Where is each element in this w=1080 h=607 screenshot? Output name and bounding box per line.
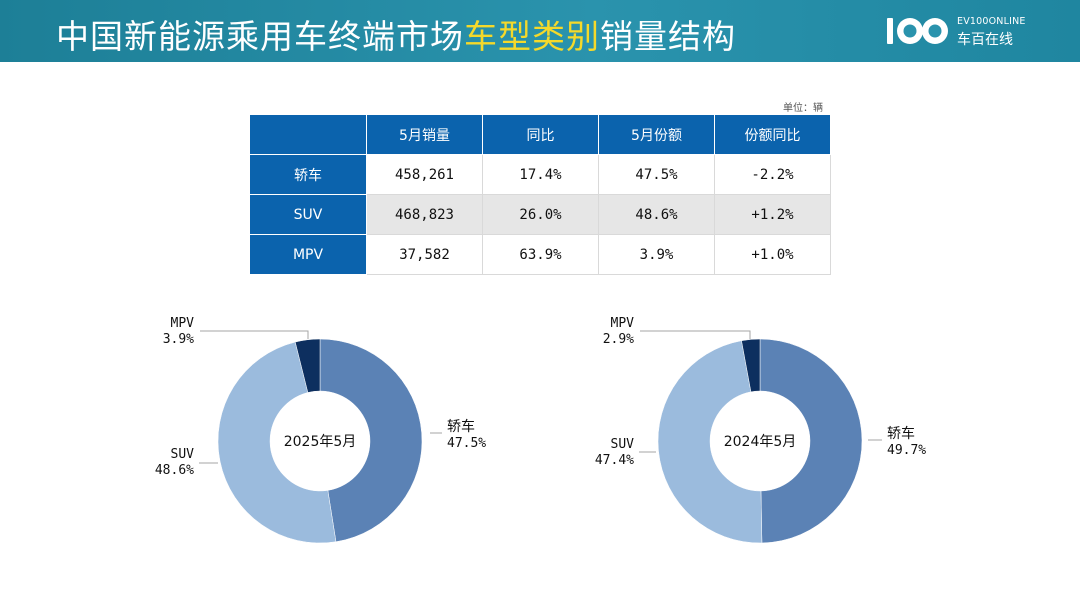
- title-highlight: 车型类别: [464, 17, 600, 56]
- leader-line: [640, 330, 751, 339]
- brand-logo: EV100ONLINE 车百在线: [885, 14, 1025, 50]
- table-cell: 48.6%: [598, 194, 715, 235]
- header-bar: 中国新能源乘用车终端市场车型类别销量结构 EV100ONLINE 车百在线: [0, 0, 1080, 62]
- column-header-share-yoy: 份额同比: [714, 114, 831, 155]
- donut-slice-mpv-1: [741, 338, 761, 393]
- donut-slice-sedan-0: [319, 338, 423, 543]
- page-title: 中国新能源乘用车终端市场车型类别销量结构: [56, 10, 736, 58]
- data-label-name: SUV: [171, 447, 195, 462]
- unit-note: 单位：辆: [783, 103, 823, 114]
- table-cell: 458,261: [366, 154, 483, 195]
- title-prefix: 中国新能源乘用车终端市场: [56, 17, 464, 56]
- donut-slice-sedan-1: [759, 338, 863, 544]
- logo-mark-icon: [887, 18, 948, 44]
- row-label-sedan: 轿车: [249, 154, 367, 195]
- data-label-name: MPV: [611, 316, 635, 331]
- title-suffix: 销量结构: [600, 17, 736, 56]
- data-label-value: 3.9%: [163, 332, 194, 347]
- donut-slice-mpv-0: [294, 338, 321, 393]
- data-label-name: SUV: [611, 437, 635, 452]
- data-label-value: 49.7%: [887, 443, 926, 458]
- donut-center-label: 2024年5月: [724, 434, 797, 450]
- column-header-share: 5月份额: [598, 114, 715, 155]
- table-row: MPV 37,582 63.9% 3.9% +1.0%: [249, 234, 831, 275]
- data-label-value: 2.9%: [603, 332, 634, 347]
- table-cell: 47.5%: [598, 154, 715, 195]
- table-corner-cell: [249, 114, 367, 155]
- data-label-value: 47.4%: [595, 453, 634, 468]
- data-label-value: 47.5%: [447, 436, 486, 451]
- table-row: SUV 468,823 26.0% 48.6% +1.2%: [249, 194, 831, 235]
- logo-text-cn: 车百在线: [957, 32, 1013, 48]
- donut-slice-suv-0: [217, 341, 337, 544]
- row-label-suv: SUV: [249, 194, 367, 235]
- table-cell: -2.2%: [714, 154, 831, 195]
- data-label-name: MPV: [171, 316, 195, 331]
- row-label-mpv: MPV: [249, 234, 367, 275]
- sales-table: 5月销量 同比 5月份额 份额同比 轿车 458,261 17.4% 47.5%…: [249, 114, 831, 275]
- data-label-value: 48.6%: [155, 463, 194, 478]
- table-cell: +1.0%: [714, 234, 831, 275]
- table-cell: +1.2%: [714, 194, 831, 235]
- column-header-sales: 5月销量: [366, 114, 483, 155]
- table-cell: 17.4%: [482, 154, 599, 195]
- donut-slice-suv-1: [657, 340, 763, 544]
- logo-text-en: EV100ONLINE: [957, 16, 1026, 27]
- data-label-name: 轿车: [887, 425, 915, 442]
- donut-center-label: 2025年5月: [284, 434, 357, 450]
- data-label-name: 轿车: [447, 418, 475, 435]
- leader-line: [200, 330, 309, 339]
- column-header-yoy: 同比: [482, 114, 599, 155]
- table-header-row: 5月销量 同比 5月份额 份额同比: [249, 114, 831, 155]
- table-cell: 37,582: [366, 234, 483, 275]
- table-cell: 3.9%: [598, 234, 715, 275]
- table-row: 轿车 458,261 17.4% 47.5% -2.2%: [249, 154, 831, 195]
